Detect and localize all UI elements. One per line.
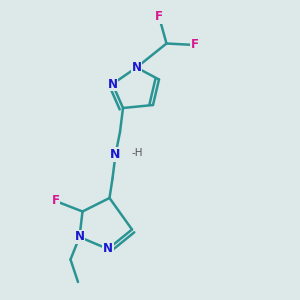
Text: N: N xyxy=(74,230,85,244)
Text: N: N xyxy=(107,77,118,91)
Text: N: N xyxy=(110,148,121,161)
Text: -H: -H xyxy=(132,148,143,158)
Text: N: N xyxy=(131,61,142,74)
Text: F: F xyxy=(191,38,199,52)
Text: N: N xyxy=(103,242,113,256)
Text: F: F xyxy=(155,10,163,23)
Text: F: F xyxy=(52,194,59,208)
